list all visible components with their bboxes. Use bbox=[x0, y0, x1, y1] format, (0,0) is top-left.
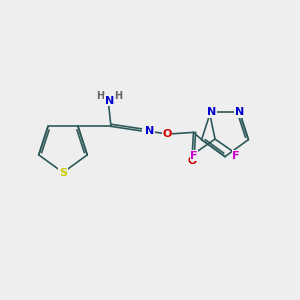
Text: N: N bbox=[146, 126, 155, 136]
Text: H: H bbox=[96, 92, 105, 101]
Text: N: N bbox=[207, 107, 217, 117]
Text: N: N bbox=[105, 96, 114, 106]
Text: N: N bbox=[235, 107, 244, 117]
Text: H: H bbox=[114, 92, 123, 101]
Text: S: S bbox=[59, 167, 67, 178]
Text: O: O bbox=[187, 156, 197, 166]
Text: O: O bbox=[162, 129, 172, 139]
Text: F: F bbox=[190, 151, 198, 160]
Text: F: F bbox=[232, 151, 240, 160]
